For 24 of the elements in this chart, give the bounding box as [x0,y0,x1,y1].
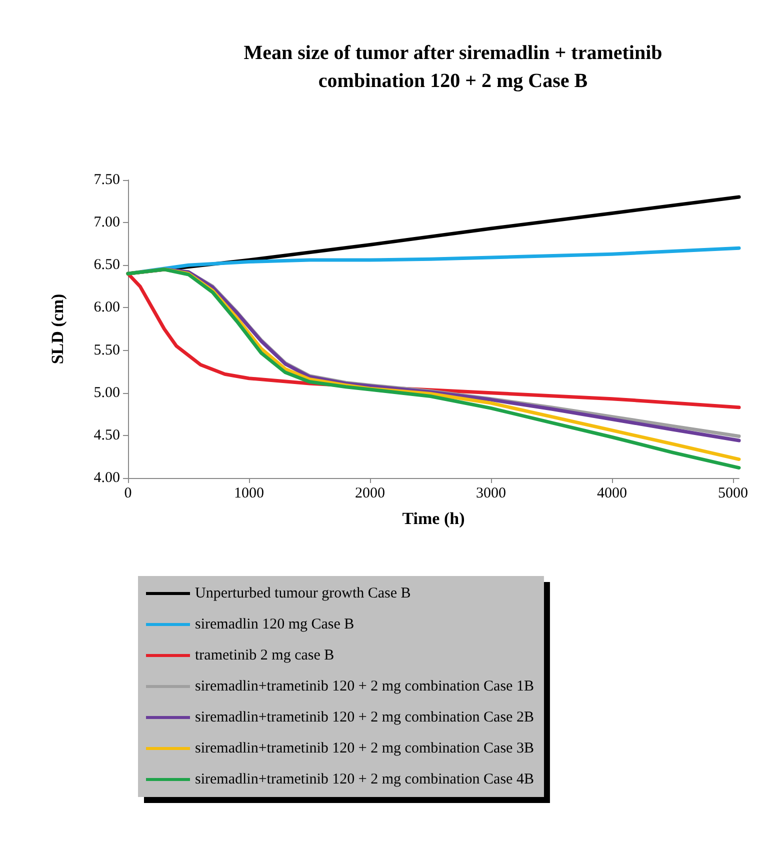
chart-title: Mean size of tumor after siremadlin + trametinib combination 120 + 2 mg Case B [244,42,662,92]
x-axis-title: Time (h) [402,509,465,528]
x-tick-label: 4000 [596,486,627,502]
x-tick-label: 0 [124,486,132,502]
x-tick-label: 1000 [234,486,264,502]
y-tick-label: 5.00 [94,384,120,401]
x-tick-label: 3000 [476,486,506,502]
y-tick-label: 4.00 [94,470,120,486]
y-tick-label: 7.00 [94,214,120,231]
y-tick-label: 6.50 [94,257,120,274]
x-tick-label: 2000 [354,486,385,502]
y-tick-label: 5.50 [94,342,120,358]
legend-label: siremadlin+trametinib 120 + 2 mg combination Case 3B [195,740,534,756]
y-tick-label: 4.50 [94,427,120,444]
legend-label: siremadlin+trametinib 120 + 2 mg combination Case 4B [195,772,534,788]
legend-label: siremadlin 120 mg Case B [195,616,354,632]
y-tick-label: 7.50 [94,172,120,188]
legend-label: siremadlin+trametinib 120 + 2 mg combination Case 1B [195,678,534,694]
legend-label: trametinib 2 mg case B [195,648,334,664]
legend-label: siremadlin+trametinib 120 + 2 mg combination Case 2B [195,710,534,726]
x-tick-label: 5000 [718,486,748,502]
legend-label: Unperturbed tumour growth Case B [195,586,411,602]
y-tick-label: 6.00 [94,300,120,316]
y-axis-title: SLD (cm) [48,294,67,364]
